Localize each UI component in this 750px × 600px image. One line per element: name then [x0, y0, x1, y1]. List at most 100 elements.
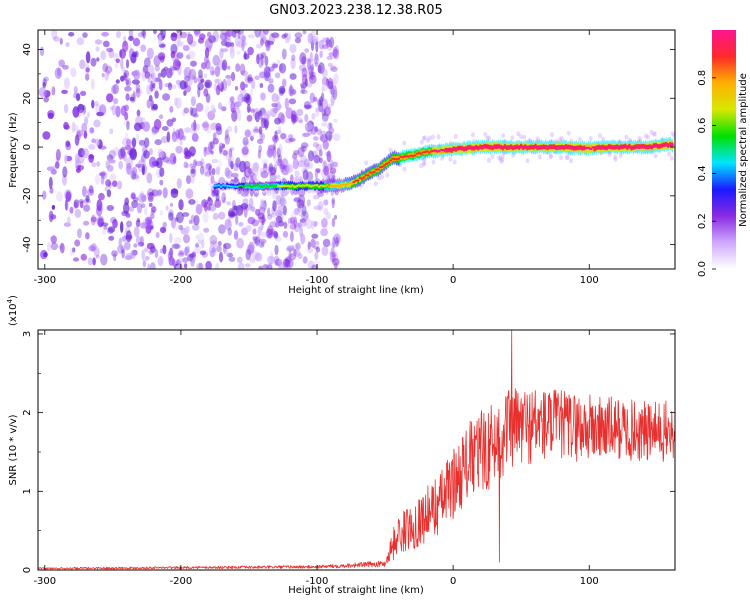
noise-blob — [154, 90, 159, 99]
noise-blob — [306, 57, 311, 62]
noise-blob — [311, 112, 316, 120]
ridge-cell — [556, 145, 560, 148]
noise-blob — [218, 159, 222, 171]
noise-blob — [152, 82, 156, 89]
noise-blob — [126, 162, 132, 175]
noise-blob — [258, 144, 263, 153]
noise-blob — [242, 198, 249, 205]
halo-blob — [652, 131, 657, 137]
noise-blob — [301, 210, 309, 221]
ridge-cell — [315, 184, 319, 187]
noise-blob — [304, 48, 310, 53]
ridge-cell — [521, 146, 525, 149]
noise-blob — [142, 30, 146, 39]
noise-blob — [195, 203, 203, 215]
noise-blob — [90, 214, 96, 226]
noise-blob — [62, 166, 68, 178]
noise-blob — [241, 146, 249, 156]
halo-blob — [511, 152, 516, 158]
noise-blob — [182, 110, 186, 117]
noise-blob — [282, 205, 287, 216]
noise-blob — [81, 148, 90, 159]
noise-blob — [325, 212, 331, 220]
noise-blob — [204, 72, 208, 79]
noise-blob — [266, 42, 271, 49]
noise-blob — [305, 218, 313, 230]
noise-blob — [229, 146, 235, 152]
noise-blob — [223, 242, 232, 250]
noise-blob — [261, 110, 267, 117]
noise-blob — [193, 119, 197, 132]
noise-blob — [43, 96, 49, 103]
noise-blob — [64, 189, 72, 201]
noise-blob — [330, 86, 335, 96]
noise-blob — [262, 264, 269, 269]
noise-blob — [274, 209, 283, 217]
noise-blob — [275, 102, 282, 111]
noise-blob — [330, 66, 338, 72]
noise-blob — [162, 156, 170, 163]
noise-blob — [244, 206, 248, 218]
noise-blob — [91, 138, 96, 143]
noise-blob — [281, 48, 287, 60]
noise-blob — [154, 65, 160, 72]
noise-blob — [243, 50, 247, 61]
noise-blob — [165, 205, 169, 211]
halo-blob — [550, 132, 554, 138]
noise-blob — [328, 134, 332, 143]
noise-blob — [212, 54, 220, 66]
noise-blob — [265, 66, 271, 78]
noise-blob — [317, 169, 321, 174]
noise-blob — [121, 249, 125, 259]
ridge-cell — [227, 185, 231, 188]
noise-blob — [83, 220, 90, 226]
noise-blob — [220, 30, 228, 36]
ridge-cell — [628, 145, 631, 148]
noise-blob — [117, 244, 125, 254]
noise-blob — [264, 39, 271, 48]
noise-blob — [167, 251, 173, 261]
noise-blob — [158, 79, 163, 91]
noise-blob — [317, 64, 322, 74]
halo-blob — [637, 136, 642, 141]
noise-blob — [260, 170, 269, 179]
noise-blob — [288, 134, 294, 139]
noise-blob — [226, 78, 232, 87]
noise-blob — [227, 215, 231, 226]
noise-blob — [100, 222, 109, 227]
noise-blob — [149, 262, 156, 269]
y-tick-label: -40 — [22, 236, 33, 252]
ridge-cell — [662, 144, 666, 147]
noise-blob — [315, 246, 321, 253]
noise-blob — [229, 96, 235, 103]
noise-blob — [133, 243, 138, 248]
noise-blob — [159, 55, 165, 63]
noise-blob — [220, 48, 228, 53]
ridge-cell — [640, 145, 644, 148]
noise-blob — [228, 210, 235, 217]
noise-blob — [240, 81, 246, 91]
noise-blob — [218, 224, 226, 235]
ridge-cell — [605, 146, 609, 150]
noise-blob — [204, 47, 210, 59]
noise-blob — [146, 242, 155, 250]
noise-blob — [321, 98, 328, 110]
noise-blob — [314, 53, 319, 62]
ridge-cell — [554, 146, 558, 149]
noise-blob — [328, 126, 335, 135]
noise-blob — [65, 191, 72, 203]
noise-blob — [227, 65, 231, 70]
noise-blob — [114, 62, 118, 69]
noise-blob — [206, 205, 211, 211]
noise-blob — [220, 81, 224, 93]
noise-blob — [95, 46, 100, 52]
noise-blob — [203, 166, 209, 177]
noise-blob — [109, 128, 114, 135]
ridge-cell — [313, 184, 317, 187]
noise-blob — [136, 109, 141, 117]
noise-blob — [176, 211, 184, 224]
noise-blob — [147, 77, 151, 83]
noise-blob — [279, 91, 284, 97]
noise-blob — [318, 39, 325, 50]
noise-blob — [307, 241, 311, 250]
